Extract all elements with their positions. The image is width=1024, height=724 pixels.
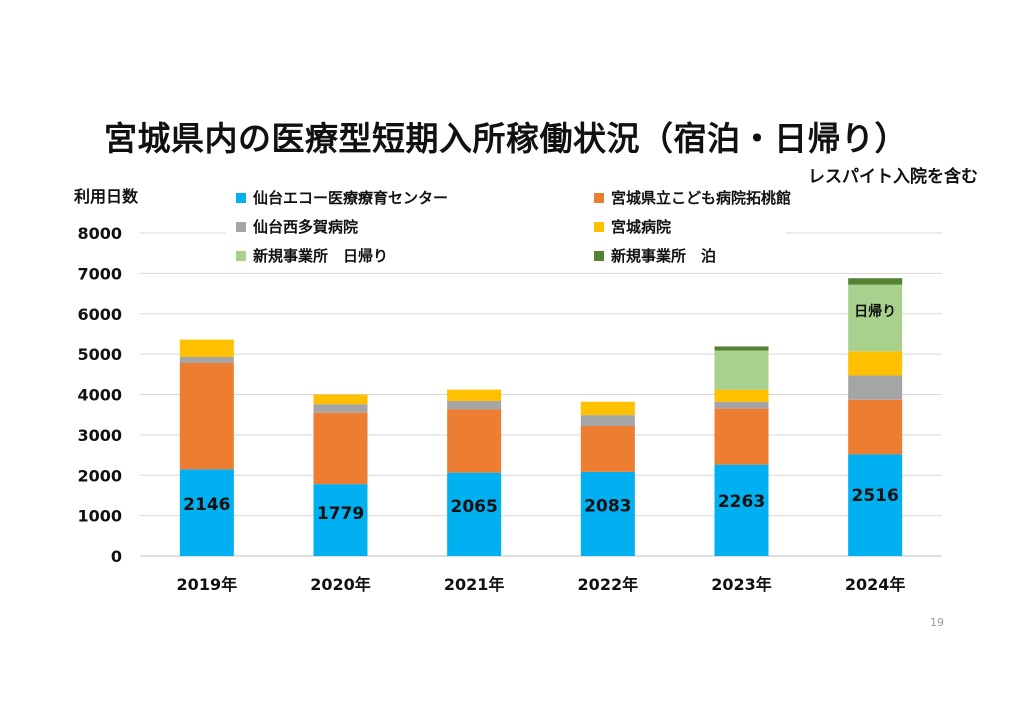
- bar-segment: [313, 394, 368, 405]
- bar-segment: [447, 409, 502, 473]
- x-tick-label: 2020年: [310, 575, 371, 594]
- x-tick-label: 2021年: [444, 575, 505, 594]
- segment-annotation: 日帰り: [854, 303, 896, 320]
- bar-segment: [848, 454, 903, 556]
- y-tick-label: 6000: [77, 305, 122, 324]
- legend-label: 仙台西多賀病院: [253, 218, 359, 236]
- bar-segment: [714, 350, 769, 390]
- data-label: 2083: [584, 497, 631, 517]
- chart-title: 宮城県内の医療型短期入所稼働状況（宿泊・日帰り）: [104, 119, 908, 158]
- chart-subtitle: レスパイト入院を含む: [808, 167, 978, 187]
- data-label: 2516: [852, 486, 899, 506]
- legend-item: 新規事業所 泊: [594, 245, 716, 266]
- chart-legend: 仙台エコー医療療育センター 宮城県立こども病院拓桃館仙台西多賀病院 宮城病院新規事業…: [226, 185, 791, 271]
- bar-segment: [313, 404, 368, 413]
- y-tick-label: 0: [111, 547, 122, 566]
- bar-segment: [447, 400, 502, 410]
- bar-segment: [313, 412, 368, 485]
- y-tick-label: 7000: [77, 264, 122, 283]
- data-label: 2146: [183, 495, 230, 515]
- bar-segment: [848, 278, 903, 285]
- bar-segment: [447, 389, 502, 401]
- bar-segment: [848, 284, 903, 352]
- legend-label: 仙台エコー医療療育センター: [253, 189, 449, 207]
- x-tick-label: 2024年: [845, 575, 906, 594]
- legend-swatch: [594, 221, 604, 232]
- legend-label: 新規事業所 泊: [611, 247, 717, 265]
- bar-segment: [580, 401, 635, 416]
- x-tick-label: 2019年: [177, 575, 238, 594]
- y-tick-label: 1000: [77, 507, 122, 526]
- bar-segment: [179, 469, 234, 556]
- bar-segment: [580, 471, 635, 556]
- legend-label: 宮城県立こども病院拓桃館: [611, 189, 792, 207]
- legend-swatch: [236, 192, 246, 203]
- x-tick-label: 2023年: [711, 575, 772, 594]
- data-label: 2065: [451, 497, 498, 517]
- bar-segment: [714, 401, 769, 409]
- bar-segment: [179, 356, 234, 364]
- legend-item: 新規事業所 日帰り: [236, 245, 388, 266]
- bar-segment: [714, 389, 769, 402]
- legend-label: 新規事業所 日帰り: [253, 247, 389, 265]
- legend-swatch: [236, 250, 246, 261]
- y-tick-label: 8000: [77, 224, 122, 243]
- page-number: 19: [930, 616, 944, 629]
- legend-swatch: [236, 221, 246, 232]
- legend-swatch: [594, 250, 604, 261]
- legend-item: 仙台西多賀病院: [236, 216, 358, 237]
- bar-segment: [179, 339, 234, 357]
- y-tick-label: 5000: [77, 345, 122, 364]
- legend-item: 宮城県立こども病院拓桃館: [594, 187, 791, 208]
- data-label: 1779: [317, 504, 364, 524]
- y-tick-label: 4000: [77, 386, 122, 405]
- legend-swatch: [594, 192, 604, 203]
- data-label: 2263: [718, 492, 765, 512]
- bar-segment: [580, 415, 635, 426]
- bar-segment: [714, 464, 769, 556]
- bar-segment: [848, 351, 903, 376]
- bar-segment: [580, 425, 635, 472]
- bar-segment: [848, 399, 903, 455]
- legend-item: 仙台エコー医療療育センター: [236, 187, 448, 208]
- bar-segment: [714, 408, 769, 465]
- x-tick-label: 2022年: [578, 575, 639, 594]
- legend-label: 宮城病院: [611, 218, 672, 236]
- bar-segment: [313, 484, 368, 556]
- bar-segment: [714, 346, 769, 351]
- y-tick-label: 2000: [77, 466, 122, 485]
- bar-segment: [179, 363, 234, 470]
- bar-segment: [848, 375, 903, 400]
- bar-segment: [447, 472, 502, 556]
- legend-item: 宮城病院: [594, 216, 671, 237]
- y-tick-label: 3000: [77, 426, 122, 445]
- y-axis-title: 利用日数: [74, 187, 139, 206]
